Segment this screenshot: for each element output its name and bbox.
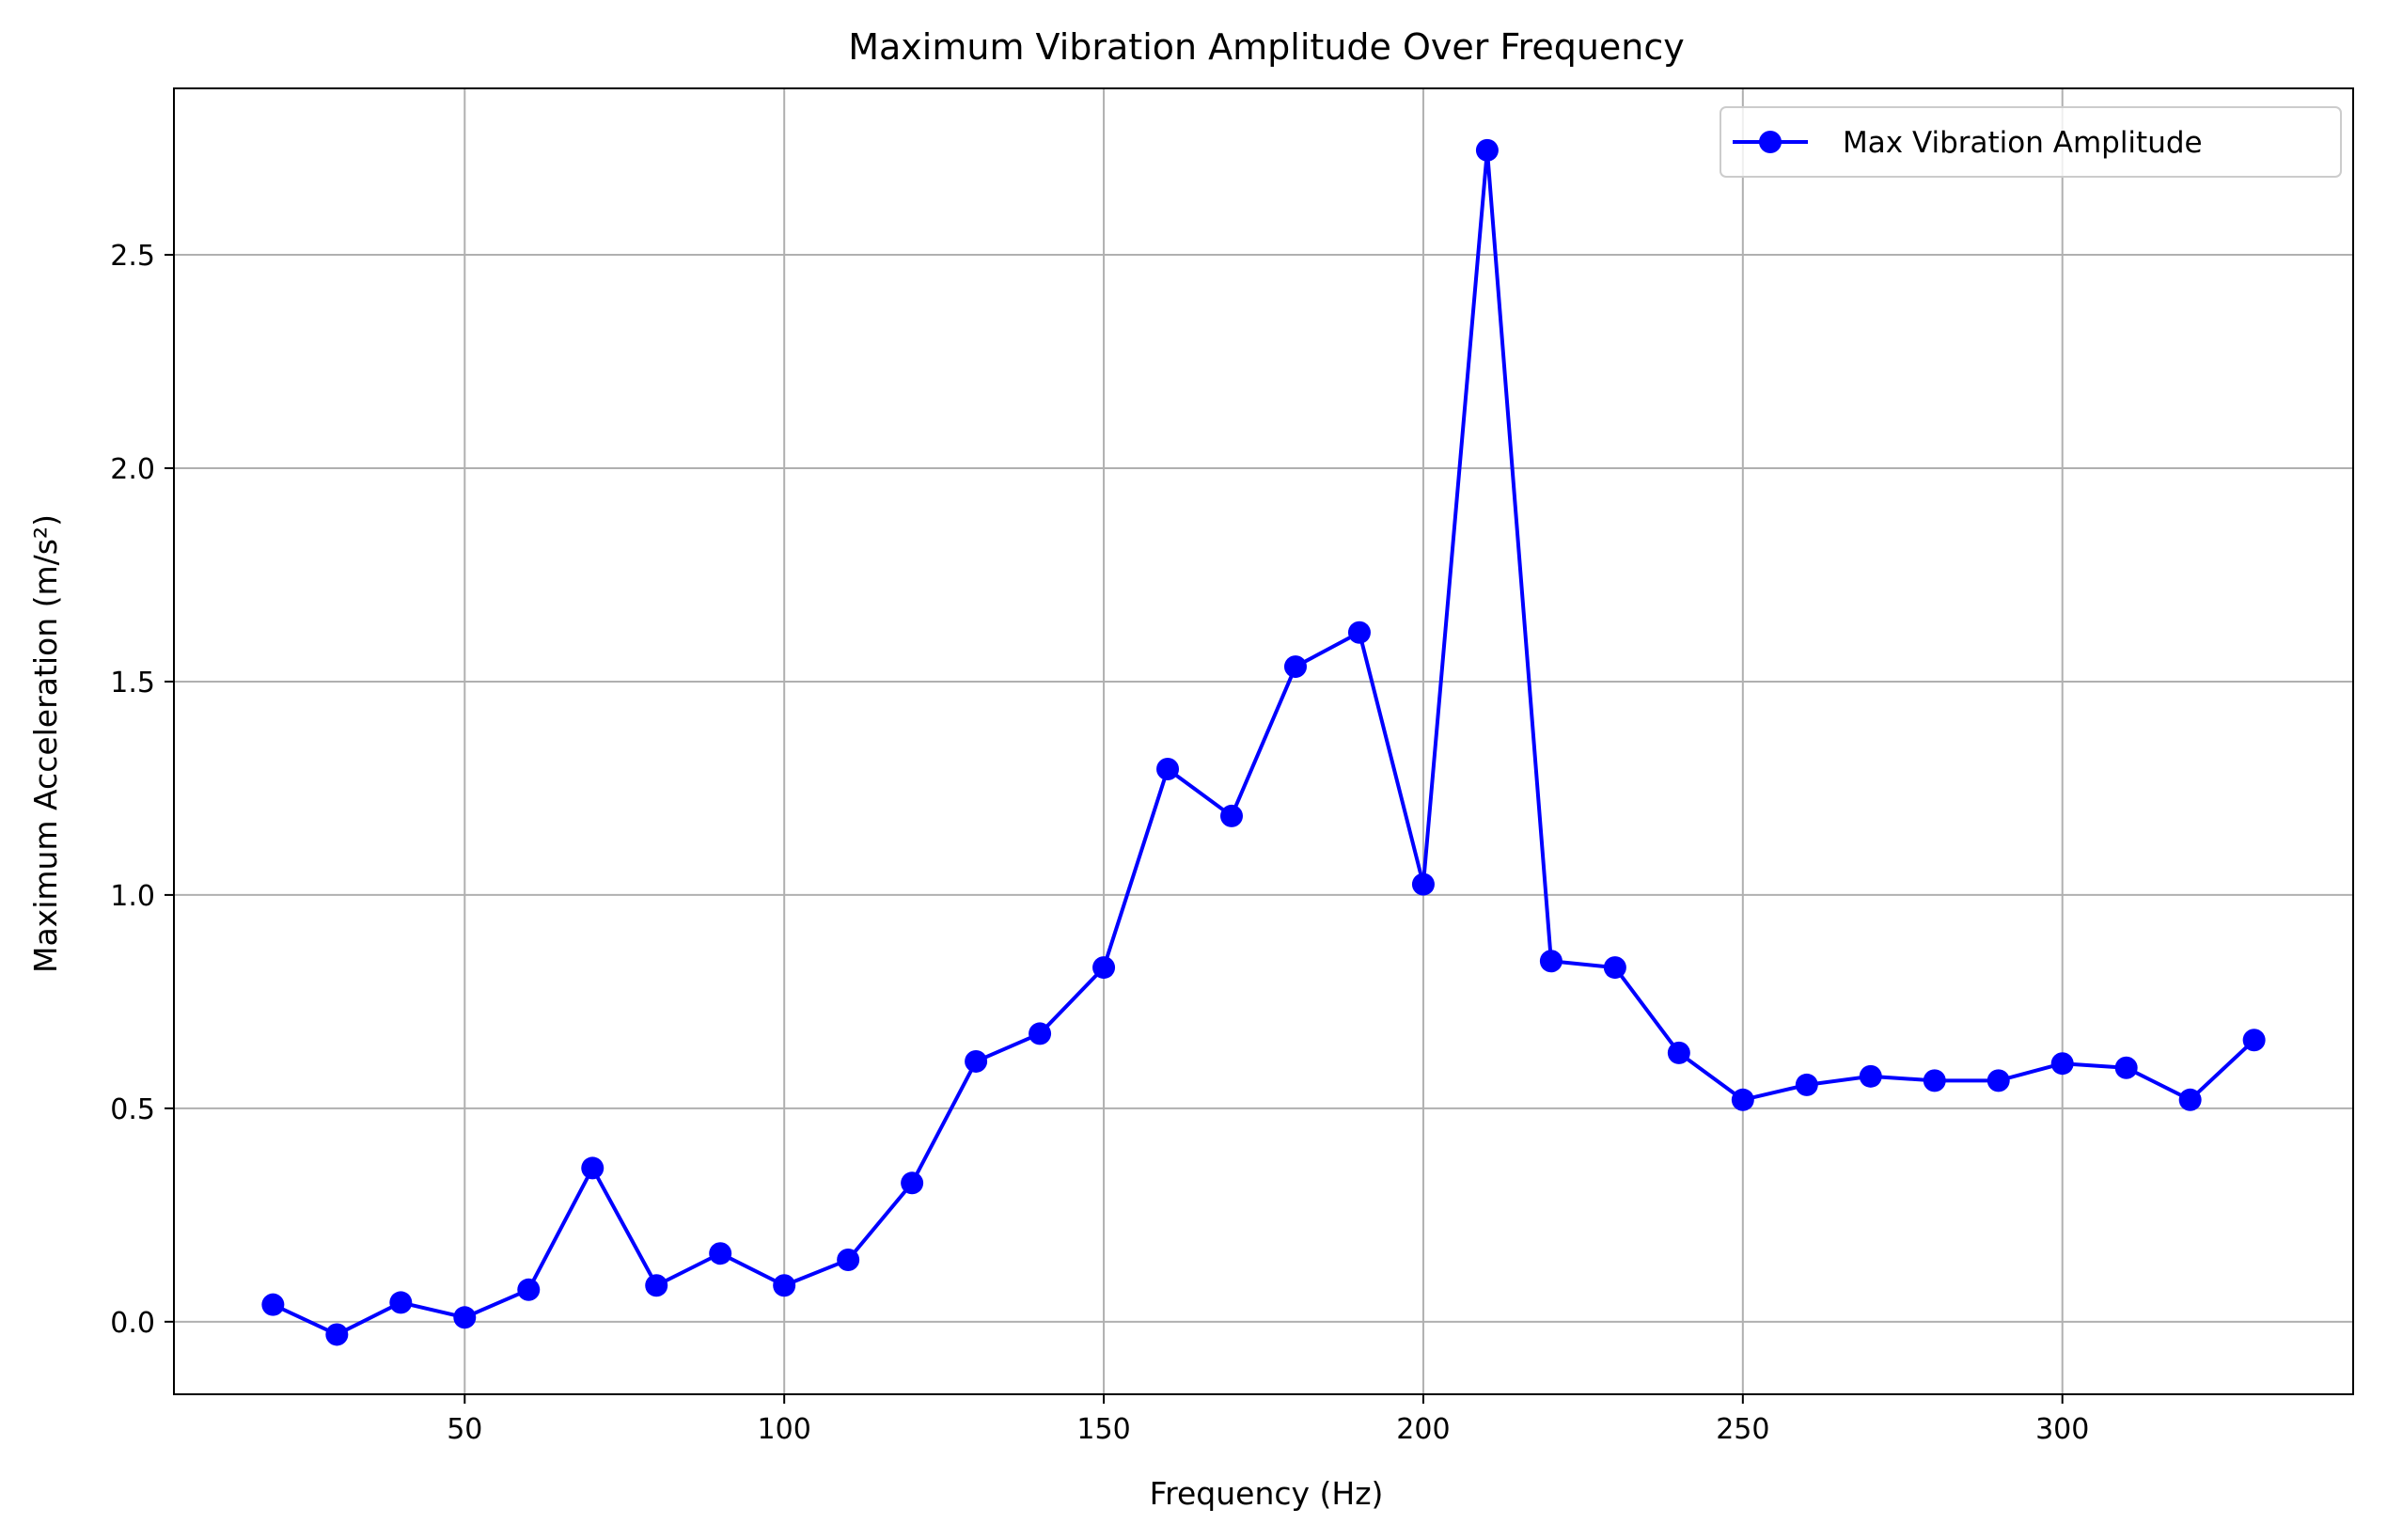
data-point — [1411, 872, 1435, 896]
axis-ticks: 50 100 150 200 250 300 0.0 0.5 1.0 1.5 2.0 2.5 — [110, 240, 2089, 1446]
y-tick-label: 1.0 — [110, 880, 155, 913]
data-point — [1220, 804, 1244, 827]
data-point — [453, 1306, 477, 1329]
data-point — [965, 1049, 988, 1073]
y-tick-label: 1.5 — [110, 667, 155, 699]
data-point — [1283, 655, 1307, 679]
y-tick-label: 0.0 — [110, 1307, 155, 1340]
grid-lines — [174, 88, 2353, 1394]
data-point — [2242, 1029, 2266, 1052]
data-point — [1092, 956, 1116, 980]
chart-title: Maximum Vibration Amplitude Over Frequen… — [848, 26, 1685, 68]
data-point — [837, 1249, 860, 1272]
legend: Max Vibration Amplitude — [1720, 106, 2342, 178]
y-tick-label: 2.5 — [110, 240, 155, 273]
data-point — [773, 1274, 796, 1297]
data-point — [1156, 758, 1180, 781]
data-point — [517, 1278, 541, 1301]
legend-marker-swatch — [1759, 131, 1782, 153]
data-point — [1475, 138, 1499, 162]
x-tick-label: 150 — [1076, 1413, 1130, 1446]
data-point — [709, 1242, 732, 1265]
data-point — [1795, 1073, 1818, 1096]
data-point — [901, 1171, 924, 1195]
x-tick-label: 250 — [1716, 1413, 1769, 1446]
data-point — [1603, 956, 1626, 980]
plot-frame — [173, 87, 2354, 1395]
data-point — [325, 1323, 349, 1346]
legend-box — [1720, 106, 2342, 178]
x-tick-label: 300 — [2035, 1413, 2089, 1446]
data-point — [1667, 1041, 1690, 1064]
data-point — [261, 1293, 285, 1316]
x-axis-label: Frequency (Hz) — [1150, 1475, 1384, 1512]
x-tick-label: 200 — [1396, 1413, 1450, 1446]
x-tick-label: 100 — [758, 1413, 811, 1446]
data-point — [1029, 1022, 1052, 1045]
data-point — [1731, 1088, 1754, 1111]
x-tick-label: 50 — [447, 1413, 482, 1446]
data-point — [1539, 950, 1563, 973]
data-point — [1859, 1064, 1882, 1088]
data-point — [1987, 1069, 2010, 1092]
data-point — [1347, 621, 1371, 644]
legend-label: Max Vibration Amplitude — [1843, 126, 2203, 160]
series-layer — [261, 138, 2266, 1346]
data-point — [581, 1156, 605, 1180]
data-point — [2114, 1056, 2138, 1079]
data-point — [2050, 1052, 2074, 1076]
y-tick-label: 0.5 — [110, 1093, 155, 1126]
y-tick-label: 2.0 — [110, 453, 155, 486]
data-point — [1923, 1069, 1946, 1092]
y-axis-label: Maximum Acceleration (m/s²) — [27, 514, 64, 973]
data-point — [389, 1291, 413, 1314]
data-point — [645, 1274, 668, 1297]
data-point — [2178, 1088, 2202, 1111]
